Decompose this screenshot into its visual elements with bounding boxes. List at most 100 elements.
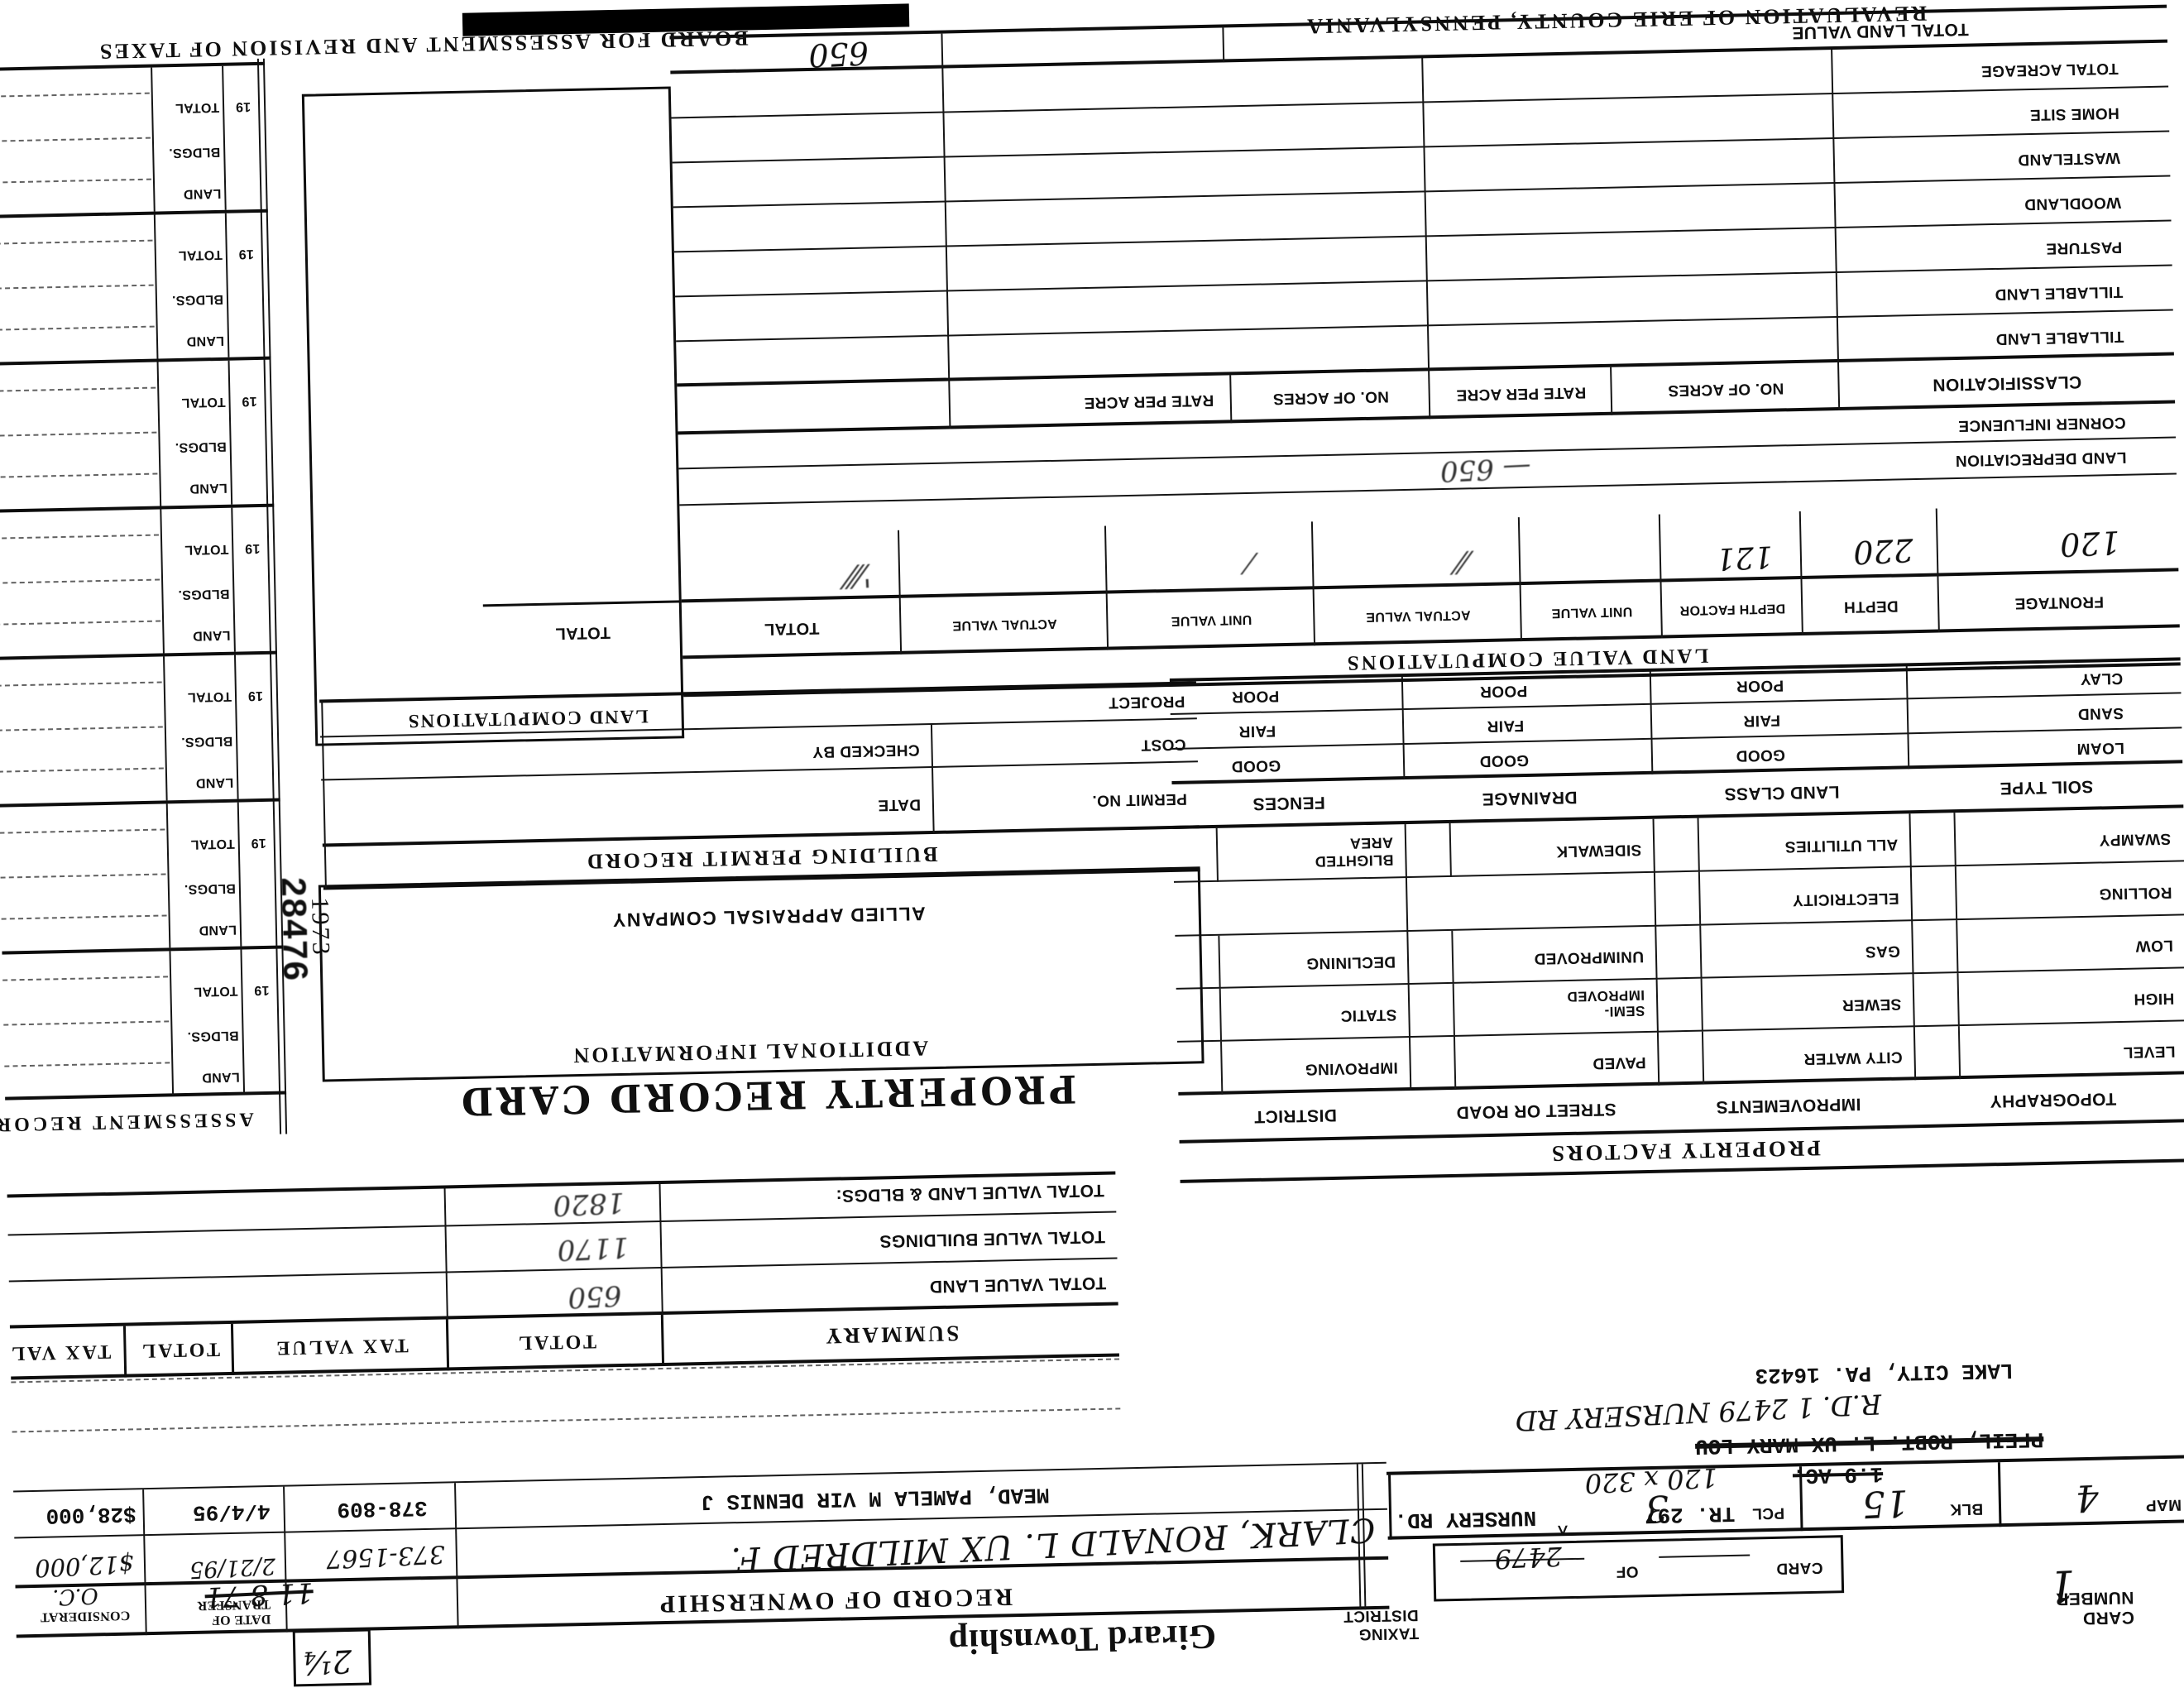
lvc-col-total1: TOTAL (764, 619, 820, 639)
cls-row-tillable1: TILLABLE LAND (1995, 327, 2124, 348)
owner-row2-deed: 378-809 (337, 1495, 428, 1523)
lvc-col-depth: DEPTH (1843, 597, 1899, 616)
ar-total-label: TOTAL (193, 983, 238, 999)
lvc-entry-mark2: ⁄ (1246, 545, 1252, 580)
pf-blighted-area: BLIGHTED AREA (1315, 834, 1394, 870)
soil-loam: LOAM (2076, 738, 2125, 758)
owner-row1-amount: $12,000 (34, 1549, 135, 1583)
permit-cost-label: COST (1140, 735, 1186, 754)
summary-col-tax-cut: TAX VAL (8, 1340, 112, 1365)
pf-city-water: CITY WATER (1803, 1048, 1903, 1068)
desc-line2-struck: 1.9 AC. (1792, 1461, 1884, 1489)
ar-land-label: LAND (192, 627, 231, 643)
pf-gas: GAS (1865, 942, 1901, 961)
owner-row1-deed: 373-1567 (325, 1538, 446, 1574)
pf-foot-fences: FENCES (1252, 793, 1326, 813)
ar-year-prefix: 19 (244, 540, 261, 556)
cls-row-total-acreage: TOTAL ACREAGE (1980, 59, 2119, 80)
summary-col-tax-value: TAX VALUE (274, 1334, 409, 1360)
summary-row3-label: TOTAL VALUE LAND & BLDGS: (835, 1180, 1105, 1206)
additional-information-title: ADDITIONAL INFORMATION (571, 1036, 929, 1068)
permit-date-label: DATE (877, 795, 922, 814)
lvc-col-depth-factor: DEPTH FACTOR (1679, 601, 1786, 618)
lvc-col-unit-value2: UNIT VALUE (1171, 611, 1252, 628)
permit-project-label: PROJECT (1108, 692, 1185, 712)
owner-row2-amount: $28,000 (46, 1501, 137, 1528)
ar-bldgs-label: BLDGS. (184, 880, 237, 896)
pf-col-district: DISTRICT (1253, 1105, 1338, 1126)
lvc-col-total2: TOTAL (482, 600, 683, 664)
summary-table: SUMMARY TOTAL TAX VALUE TOTAL TAX VAL TO… (7, 1171, 1122, 1480)
assessment-group-6: LAND BLDGS. TOTAL 19 (0, 209, 271, 362)
summary-row3-value: 1820 (552, 1185, 625, 1222)
pf-unimproved: UNIMPROVED (1533, 947, 1645, 967)
ar-total-label: TOTAL (190, 836, 235, 851)
cls-row-tillable2: TILLABLE LAND (1995, 282, 2124, 303)
pf-option-rows: LEVEL CITY WATER PAVED IMPROVING HIGH SE… (1173, 808, 2184, 1096)
owner-row2-name: MEAD, PAMELA M VIR DENNIS J (700, 1482, 1050, 1515)
ar-total-label: TOTAL (175, 99, 220, 116)
cls-row-home-site: HOME SITE (2029, 103, 2119, 124)
pf-foot-soil-type: SOIL TYPE (2000, 776, 2094, 798)
summary-title: SUMMARY (823, 1321, 960, 1350)
summary-col-total2: TOTAL (139, 1338, 221, 1362)
ar-bldgs-label: BLDGS. (168, 144, 221, 161)
additional-information-box: ADDITIONAL INFORMATION ALLIED APPRAISAL … (318, 866, 1205, 1082)
ar-bldgs-label: BLDGS. (187, 1028, 239, 1043)
desc-line1-post: NURSERY RD. (1394, 1504, 1537, 1533)
pf-electricity: ELECTRICITY (1792, 889, 1899, 909)
soil-sand: SAND (2077, 703, 2124, 723)
soil-sand-fair1: FAIR (1742, 711, 1781, 730)
cls-col-rate2: RATE PER ACRE (1084, 391, 1214, 412)
pf-improving: IMPROVING (1305, 1058, 1398, 1078)
ar-bldgs-label: BLDGS. (171, 291, 224, 308)
property-factors-table: PROPERTY FACTORS TOPOGRAPHY IMPROVEMENTS… (1169, 657, 2184, 1183)
pf-low: LOW (2135, 936, 2174, 955)
land-computations-label: LAND COMPUTATIONS (406, 706, 649, 732)
ar-year-prefix: 19 (241, 394, 257, 409)
summary-row1-value: 650 (567, 1278, 623, 1315)
corner-influence-label: CORNER INFLUENCE (1957, 413, 2126, 434)
land-depreciation-label: LAND DEPRECIATION (1955, 448, 2127, 470)
pf-sewer: SEWER (1842, 995, 1902, 1014)
cls-col-rate1: RATE PER ACRE (1456, 383, 1587, 404)
pf-static: STATIC (1339, 1005, 1397, 1024)
cls-col-acres2: NO. OF ACRES (1272, 387, 1390, 408)
ar-land-label: LAND (201, 1069, 240, 1085)
owner-row2-date: 4/4/95 (192, 1498, 271, 1525)
permit-checked-by-label: CHECKED BY (812, 741, 920, 761)
soil-loam-good1: GOOD (1736, 746, 1786, 765)
stamp-number: 28476 (274, 876, 316, 983)
ar-land-label: LAND (195, 774, 234, 790)
cls-row-pasture: PASTURE (2045, 237, 2123, 257)
desc-line1-hand-insert: 2479 (1493, 1540, 1564, 1575)
ar-bldgs-label: BLDGS. (175, 439, 227, 455)
summary-row1-label: TOTAL VALUE LAND (929, 1273, 1107, 1297)
ar-year-prefix: 19 (238, 247, 255, 261)
cls-row-wasteland: WASTELAND (2017, 148, 2121, 169)
lvc-col-frontage: FRONTAGE (2014, 592, 2105, 612)
lvc-col-unit-value1: UNIT VALUE (1551, 604, 1633, 621)
parcel-description-block: TR. 297 ^ 2479 NURSERY RD. 1.9 AC. 120 x… (1219, 1326, 2184, 1586)
pf-declining: DECLINING (1305, 952, 1396, 972)
soil-clay-poor2: POOR (1479, 681, 1528, 701)
classification-section: LAND DEPRECIATION — 650 CORNER INFLUENCE… (669, 4, 2177, 536)
assessment-group-4: LAND BLDGS. TOTAL 19 (0, 503, 277, 657)
desc-line1-caret: ^ (1556, 1515, 1569, 1537)
ar-total-label: TOTAL (184, 541, 229, 557)
ar-year-prefix: 19 (251, 835, 266, 851)
pf-semi-improved: SEMI-IMPROVED (1566, 987, 1645, 1020)
ar-year-prefix: 19 (247, 688, 264, 703)
ar-bldgs-label: BLDGS. (178, 586, 230, 602)
cls-col-classification: CLASSIFICATION (1932, 372, 2082, 395)
desc-line3-struck: PFEIL, ROBT. L. UX MARY LOU (1694, 1427, 2044, 1459)
ar-year-prefix: 19 (253, 982, 270, 998)
cls-row-woodland: WOODLAND (2024, 193, 2122, 213)
lvc-entry-depth-factor: 121 (1715, 538, 1774, 576)
pf-col-improvements: IMPROVEMENTS (1716, 1094, 1861, 1117)
assessment-record-title: ASSESSMENT RECOR (0, 1108, 255, 1135)
ar-land-label: LAND (199, 922, 237, 938)
desc-line2-hand: 120 x 320 (1583, 1461, 1719, 1499)
soil-loam-good3: GOOD (1231, 756, 1281, 775)
